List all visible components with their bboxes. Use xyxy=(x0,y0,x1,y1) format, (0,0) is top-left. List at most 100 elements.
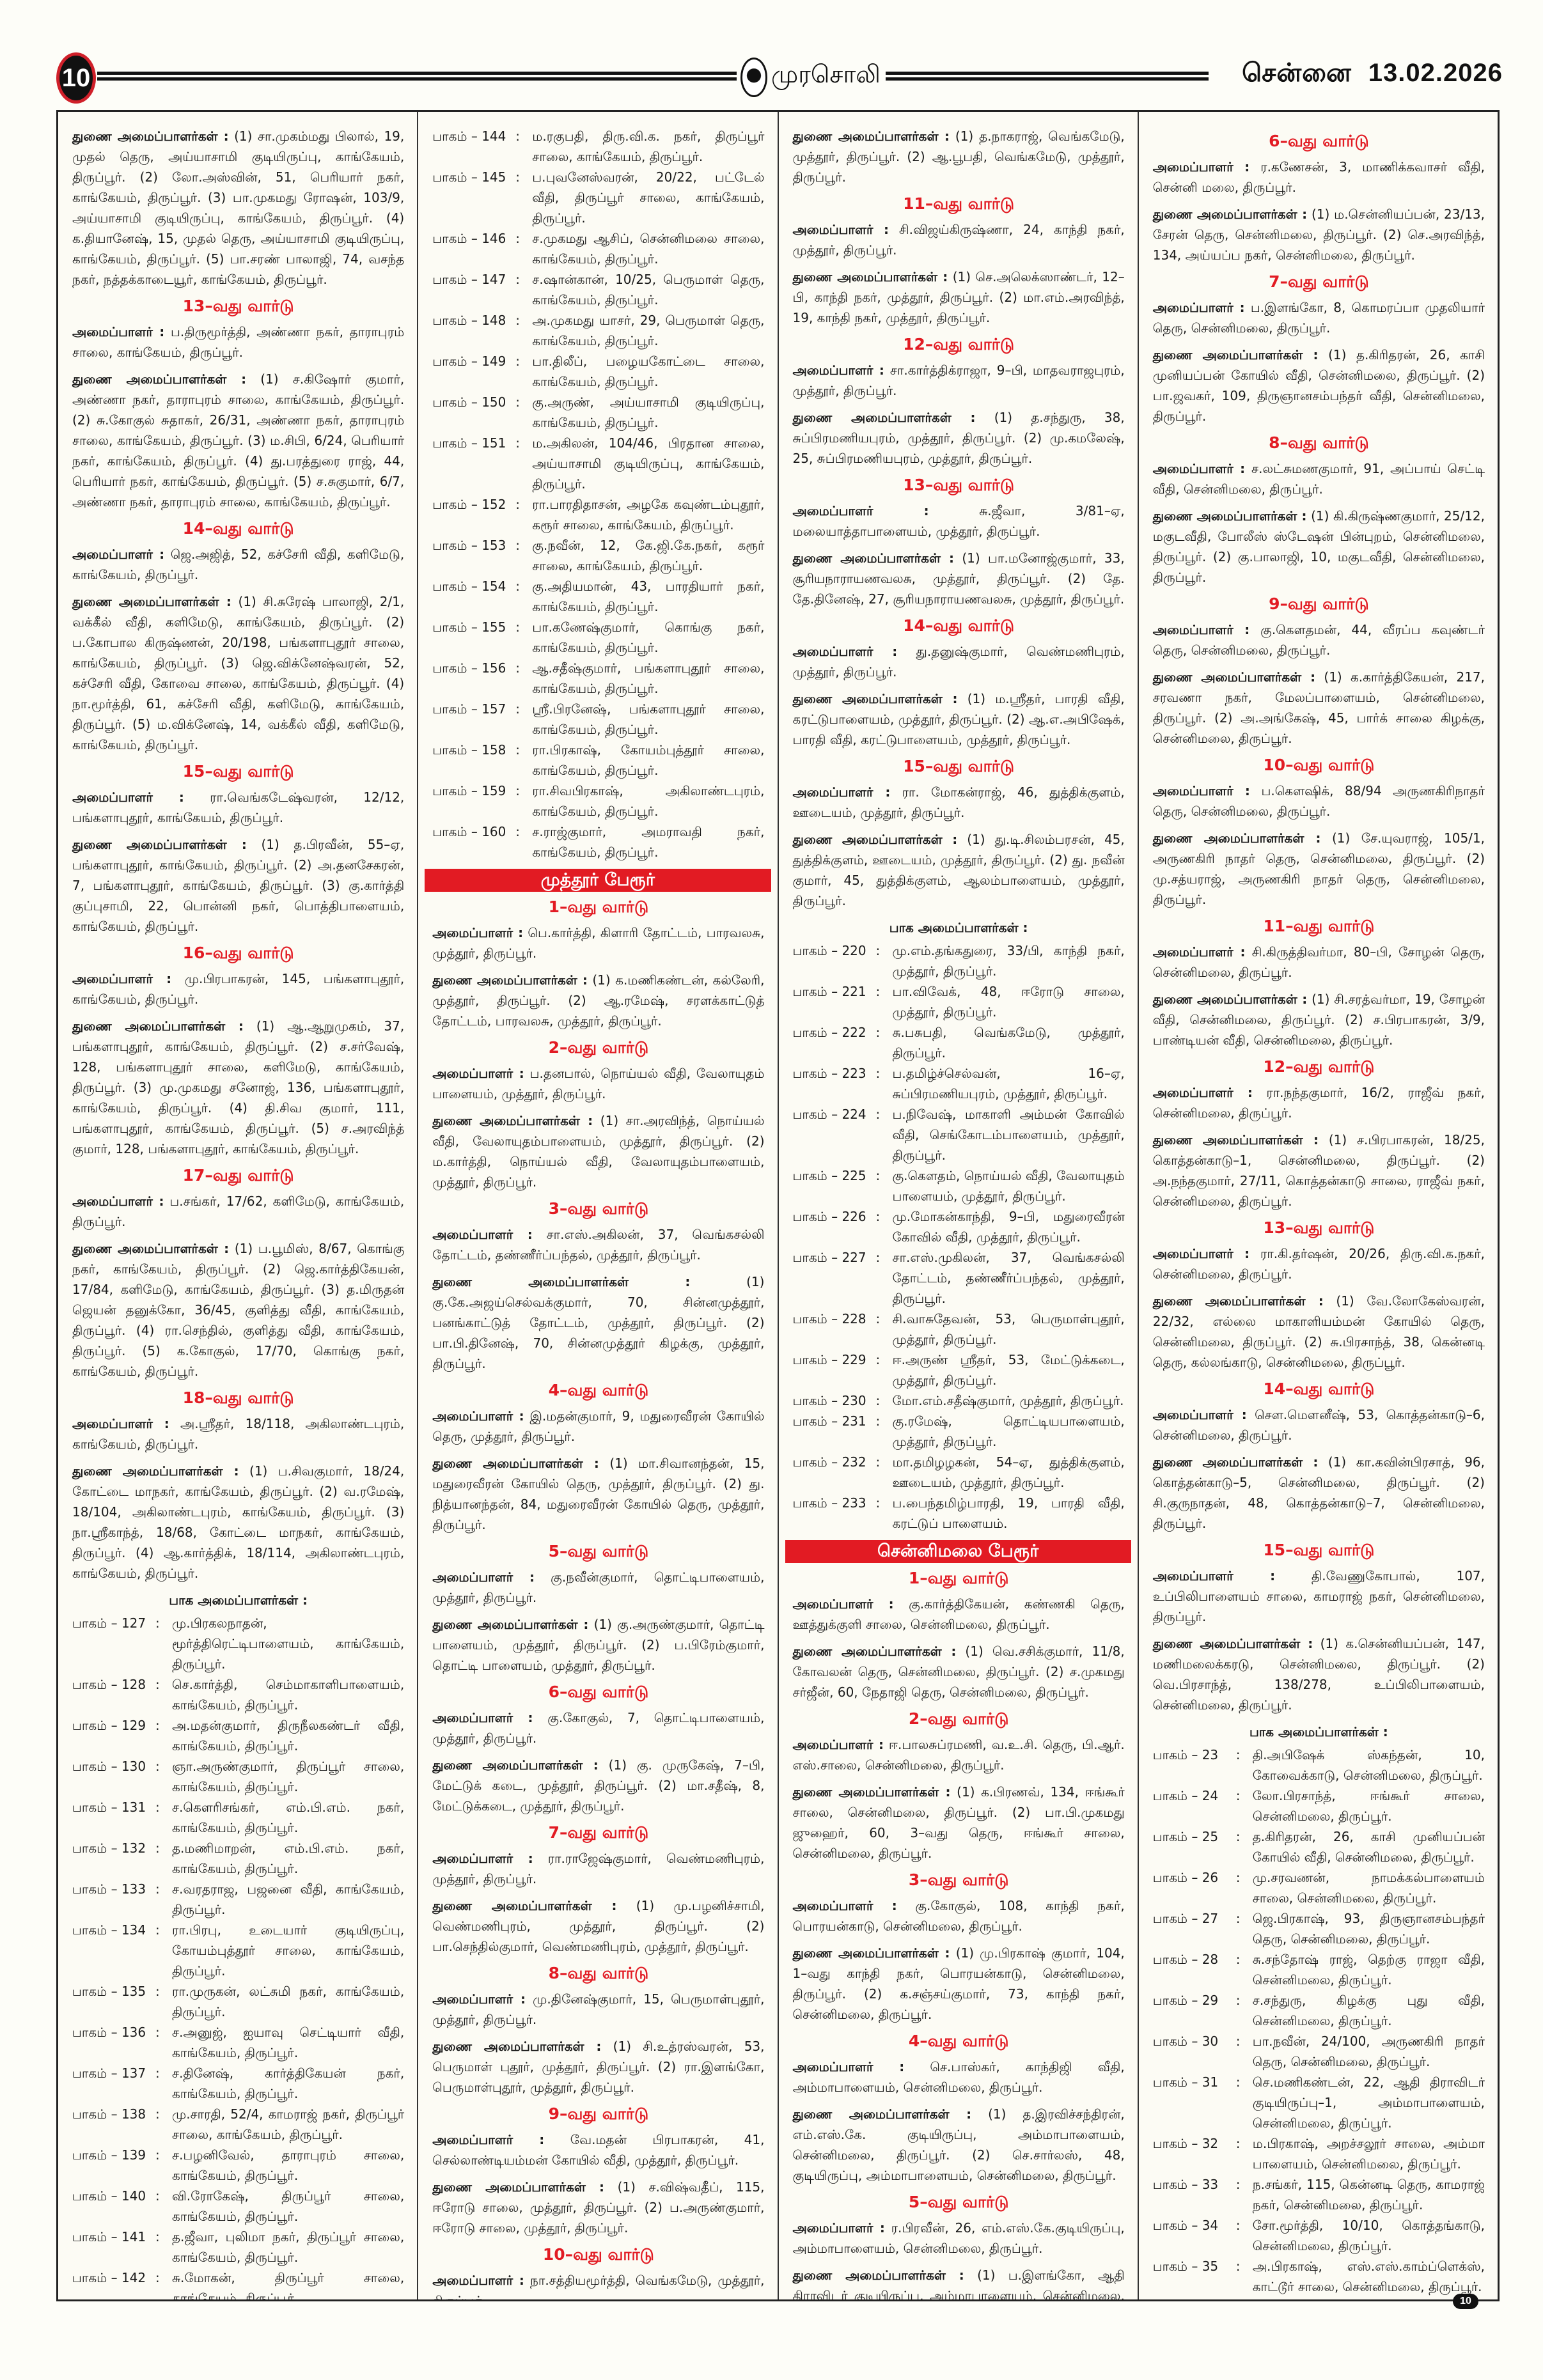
part-organizer-details: மு.சரவணன், நாமக்கல்பாளையம் சாலை, சென்னிம… xyxy=(1252,1870,1485,1906)
ward-heading: 14–வது வார்டு xyxy=(903,616,1015,635)
deputy-organizers-entry: துணை அமைப்பாளர்கள் : (1) த.பிரவீன், 55–ஏ… xyxy=(72,834,404,937)
organizer-details: கு.கோகுல், 7, தொட்டிபாளையம், முத்தூர், த… xyxy=(432,1710,765,1746)
organizer-label: அமைப்பாளர் : xyxy=(72,789,184,805)
part-organizer-details: த.மணிமாறன், எம்.பி.எம். நகர், காங்கேயம்,… xyxy=(172,1840,405,1876)
part-organizer-row: பாகம் – 130: ஞா.அருண்குமார், திருப்பூர் ச… xyxy=(72,1756,404,1797)
part-organizer-row: பாகம் – 231: கு.ரமேஷ், தொட்டியபாளையம், மு… xyxy=(793,1411,1125,1452)
part-word: பாகம் – xyxy=(72,1984,118,1999)
part-organizer-row: பாகம் – 157: ஸ்ரீ.பிரனேஷ், பங்களாபுதூர் ச… xyxy=(432,699,764,740)
organizer-entry: அமைப்பாளர் : சா.எஸ்.அகிலன், 37, வெங்கசல்… xyxy=(432,1224,764,1265)
part-organizer-details: மோ.எம்.சதீஷ்குமார், முத்தூர், திருப்பூர்… xyxy=(892,1393,1124,1408)
part-organizer-row: பாகம் – 28: சு.சந்தோஷ் ராஜ், தெற்கு ராஜா … xyxy=(1153,1949,1485,1990)
ward-heading: 13–வது வார்டு xyxy=(182,297,294,315)
organizer-details: ப.சங்கர், 17/62, களிமேடு, காங்கேயம், திர… xyxy=(72,1194,405,1229)
organizer-details: நா.சத்தியமூர்த்தி, வெங்கமேடு, முத்தூர், … xyxy=(432,2273,765,2299)
deputies-label: துணை அமைப்பாளர்கள் : xyxy=(792,410,976,425)
deputies-details: (1) கி.கிருஷ்ணகுமார், 25/12, மகுடவீதி, ப… xyxy=(1152,508,1485,585)
deputy-organizers-entry: துணை அமைப்பாளர்கள் : (1) ஆ.ஆறுமுகம், 37,… xyxy=(72,1016,404,1159)
part-label: பாகம் – 26 xyxy=(1153,1867,1236,1908)
part-organizer-details: சோ.மூர்த்தி, 10/10, கொத்தங்காடு, சென்னிம… xyxy=(1252,2218,1485,2253)
organizer-details: மு.பிரபாகரன், 145, பங்களாபுதூர், காங்கேய… xyxy=(72,971,405,1007)
organizer-label: அமைப்பாளர் : xyxy=(1152,1246,1250,1261)
deputies-details: (1) ச.விஷ்வதீப், 115, ஈரோடு சாலை, முத்தூ… xyxy=(432,2179,765,2236)
part-number: 33 xyxy=(1202,2177,1219,2192)
part-label: பாகம் – 128 xyxy=(72,1674,155,1715)
part-number: 152 xyxy=(482,497,506,512)
colon-separator: : xyxy=(515,742,520,758)
organizer-entry: அமைப்பாளர் : சௌ.மௌனீஷ், 53, கொத்தன்காடு–… xyxy=(1153,1404,1485,1445)
part-number: 223 xyxy=(842,1066,866,1081)
organizer-details: கு.கோகுல், 108, காந்தி நகர், பொரயன்காடு,… xyxy=(792,1898,1125,1934)
part-word: பாகம் – xyxy=(1152,2177,1198,2192)
ward-heading: 10–வது வார்டு xyxy=(1263,756,1375,774)
part-organizer-details: ச.தினேஷ், கார்த்திகேயன் நகர், காங்கேயம்,… xyxy=(172,2065,405,2101)
deputy-organizers-entry: துணை அமைப்பாளர்கள் : (1) க.சென்னியப்பன்,… xyxy=(1153,1633,1485,1715)
part-word: பாகம் – xyxy=(792,1025,838,1040)
part-organizer-row: பாகம் – 151: ம.அகிலன், 104/46, பிரதான சால… xyxy=(432,433,764,494)
deputies-label: துணை அமைப்பாளர்கள் : xyxy=(792,1784,951,1800)
part-label: பாகம் – 156 xyxy=(432,658,515,699)
colon-separator: : xyxy=(155,1840,160,1856)
organizer-details: கு.கௌதமன், 44, வீரப்ப கவுண்டர் தெரு, சென… xyxy=(1152,622,1485,658)
part-organizer-row: பாகம் – 160: ச.ராஜ்குமார், அமராவதி நகர், … xyxy=(432,821,764,862)
part-number: 144 xyxy=(482,128,506,144)
organizer-details: து.தனுஷ்குமார், வெண்மணிபுரம், முத்தூர், … xyxy=(792,644,1125,680)
deputies-label: துணை அமைப்பாளர்கள் : xyxy=(432,1274,691,1289)
deputies-details: (1) க.பிரணவ், 134, ஈங்கூர் சாலை, சென்னிம… xyxy=(792,1784,1125,1861)
part-word: பாகம் – xyxy=(1152,1747,1198,1762)
deputy-organizers-entry: துணை அமைப்பாளர்கள் : (1) கு.அருண்குமார்,… xyxy=(432,1614,764,1676)
column-4: 6–வது வார்டு அமைப்பாளர் : ர.கணேசன், 3, மா… xyxy=(1139,112,1498,2299)
part-organizer-row: பாகம் – 159: ரா.சிவபிரகாஷ், அகிலாண்டபுரம்… xyxy=(432,781,764,821)
ward-heading: 13–வது வார்டு xyxy=(1263,1218,1375,1237)
organizer-entry: அமைப்பாளர் : செ.பாஸ்கர், காந்திஜி வீதி, … xyxy=(793,2057,1125,2097)
organizer-entry: அமைப்பாளர் : ரா.ராஜேஷ்குமார், வெண்மணிபுர… xyxy=(432,1848,764,1889)
organizer-details: சி.கிருத்திவர்மா, 80–பி, சோழன் தெரு, சென… xyxy=(1152,944,1485,980)
deputy-organizers-entry: துணை அமைப்பாளர்கள் : (1) சி.சுரேஷ் பாலாஜ… xyxy=(72,591,404,755)
part-word: பாகம் – xyxy=(72,1759,118,1774)
part-word: பாகம் – xyxy=(1152,2136,1198,2151)
part-organizer-row: பாகம் – 150: கு.அருண், அய்யாசாமி குடியிரு… xyxy=(432,392,764,433)
ward-heading: 12–வது வார்டு xyxy=(903,335,1015,354)
part-organizer-row: பாகம் – 223: ப.தமிழ்ச்செல்வன், 16–ஏ, சுப்… xyxy=(793,1063,1125,1104)
ward-heading: 14–வது வார்டு xyxy=(182,519,294,538)
part-organizer-details: அ.முகமது யாசர், 29, பெருமாள் தெரு, காங்க… xyxy=(532,313,765,348)
organizer-entry: அமைப்பாளர் : ப.கௌஷிக், 88/94 அருணகிரிநாத… xyxy=(1153,781,1485,821)
organizer-entry: அமைப்பாளர் : மு.தினேஷ்குமார், 15, பெருமா… xyxy=(432,1989,764,2030)
part-label: பாகம் – 135 xyxy=(72,1981,155,2022)
part-organizer-details: மு.பிரகலநாதன், மூர்த்திரெட்டிபாளையம், கா… xyxy=(172,1615,405,1672)
part-number: 131 xyxy=(121,1800,146,1815)
colon-separator: : xyxy=(1235,1788,1241,1803)
ward-heading: 13–வது வார்டு xyxy=(903,476,1015,494)
colon-separator: : xyxy=(875,1393,881,1408)
organizer-entry: அமைப்பாளர் : து.தனுஷ்குமார், வெண்மணிபுரம… xyxy=(793,641,1125,682)
deputies-label: துணை அமைப்பாளர்கள் : xyxy=(792,2267,964,2283)
colon-separator: : xyxy=(1236,2297,1253,2299)
part-number: 134 xyxy=(121,1922,146,1938)
part-organizer-details: கு.கௌதம், நொய்யல் வீதி, வேலாயுதம் பாளையம… xyxy=(892,1168,1125,1204)
deputies-label: துணை அமைப்பாளர்கள் : xyxy=(792,1644,957,1659)
deputies-label: துணை அமைப்பாளர்கள் : xyxy=(1152,347,1319,362)
colon-separator: : xyxy=(515,435,520,451)
part-number: 154 xyxy=(482,579,506,594)
organizer-entry: அமைப்பாளர் : கு.கோகுல், 108, காந்தி நகர்… xyxy=(793,1895,1125,1936)
colon-separator: : xyxy=(515,579,520,594)
part-label: பாகம் – 29 xyxy=(1153,1990,1236,2031)
ward-heading: 2–வது வார்டு xyxy=(908,1709,1009,1728)
part-organizer-details: அ.பிரகாஷ், எஸ்.எஸ்.காம்ப்ளெக்ஸ், காட்டூர… xyxy=(1252,2259,1485,2294)
part-organizer-row: பாகம் – 152: ரா.பாரதிதாசன், அழகே கவுண்டம்… xyxy=(432,494,764,535)
deputies-details: (1) வே.லோகேஸ்வரன், 22/32, எல்லை மாகாளியம… xyxy=(1152,1293,1485,1370)
part-word: பாகம் – xyxy=(432,619,478,635)
ward-heading: 18–வது வார்டு xyxy=(182,1388,294,1407)
organizer-details: ப.இளங்கோ, 8, கொமரப்பா முதலியார் தெரு, செ… xyxy=(1152,300,1485,336)
deputies-details: (1) க.மணிகண்டன், கல்லேரி, முத்தூர், திரு… xyxy=(432,972,765,1029)
part-word: பாகம் – xyxy=(792,1454,838,1470)
colon-separator: : xyxy=(155,1800,160,1815)
deputies-details: (1) சே.யுவராஜ், 105/1, அருணகிரி நாதர் தெ… xyxy=(1152,830,1485,907)
deputies-label: துணை அமைப்பாளர்கள் : xyxy=(1152,1636,1313,1651)
organizer-entry: அமைப்பாளர் : ரா. மோகன்ராஜ், 46, துத்திக்… xyxy=(793,782,1125,823)
colon-separator: : xyxy=(155,2229,160,2244)
part-word: பாகம் – xyxy=(792,1311,838,1326)
part-organizer-row: பாகம் – 140: வி.ரோகேஷ், திருப்பூர் சாலை, … xyxy=(72,2186,404,2227)
part-number: 29 xyxy=(1202,1993,1219,2008)
deputies-label: துணை அமைப்பாளர்கள் : xyxy=(1152,830,1321,846)
